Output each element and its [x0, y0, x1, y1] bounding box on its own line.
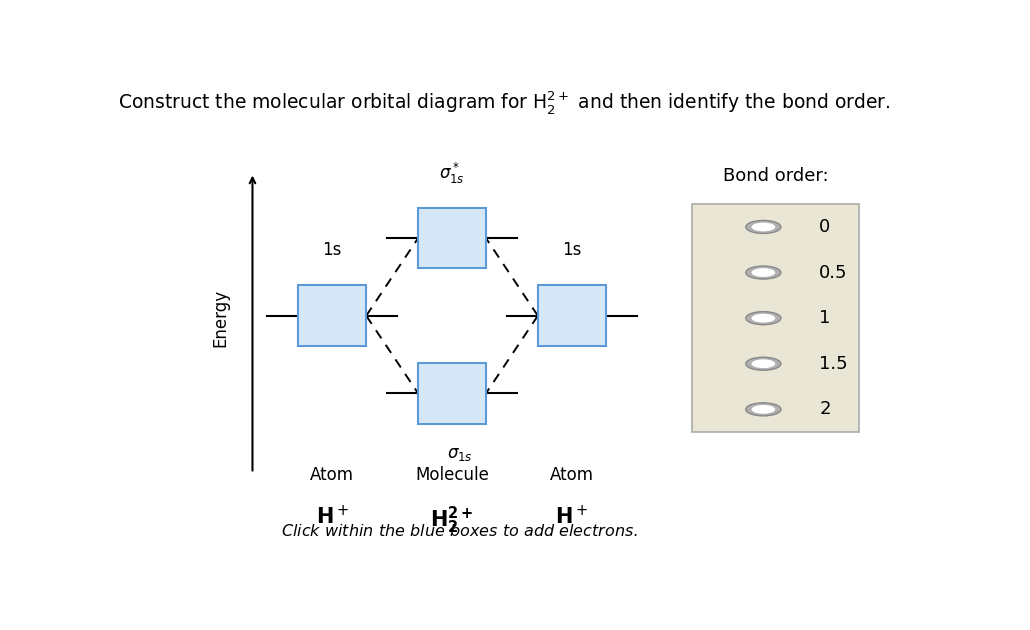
Text: $\it{Click\ within\ the\ blue\ boxes\ to\ add\ electrons.}$: $\it{Click\ within\ the\ blue\ boxes\ to… [281, 523, 639, 539]
Ellipse shape [746, 403, 781, 416]
Ellipse shape [752, 359, 776, 368]
Text: $\sigma_{1s}$: $\sigma_{1s}$ [447, 445, 473, 464]
Text: $\mathbf{H_2^{2+}}$: $\mathbf{H_2^{2+}}$ [431, 505, 474, 536]
Ellipse shape [746, 220, 781, 234]
Bar [691, 204, 859, 432]
Bar [538, 285, 606, 346]
Ellipse shape [746, 312, 781, 324]
Ellipse shape [746, 357, 781, 370]
Text: $\mathbf{H}^+$: $\mathbf{H}^+$ [555, 505, 588, 528]
Text: Atom: Atom [310, 466, 354, 484]
Text: 0.5: 0.5 [819, 263, 848, 282]
Bar [299, 285, 367, 346]
Ellipse shape [752, 268, 776, 277]
Text: Molecule: Molecule [415, 466, 489, 484]
Text: Atom: Atom [550, 466, 593, 484]
Text: 2: 2 [819, 400, 831, 418]
Bar [418, 208, 486, 268]
Text: 1s: 1s [322, 241, 342, 259]
Ellipse shape [752, 405, 776, 414]
Text: Bond order:: Bond order: [722, 167, 828, 185]
Ellipse shape [752, 222, 776, 231]
Bar [418, 363, 486, 423]
Ellipse shape [752, 314, 776, 323]
Ellipse shape [746, 266, 781, 279]
Text: 0: 0 [819, 218, 830, 236]
Text: Construct the molecular orbital diagram for $\mathrm{H_2^{2+}}$ and then identif: Construct the molecular orbital diagram … [117, 89, 890, 116]
Text: Energy: Energy [211, 289, 230, 347]
Text: 1: 1 [819, 309, 830, 327]
Text: 1s: 1s [562, 241, 582, 259]
Text: $\sigma^*_{1s}$: $\sigma^*_{1s}$ [439, 161, 465, 186]
Text: 1.5: 1.5 [819, 355, 848, 373]
Text: $\mathbf{H}^+$: $\mathbf{H}^+$ [316, 505, 349, 528]
